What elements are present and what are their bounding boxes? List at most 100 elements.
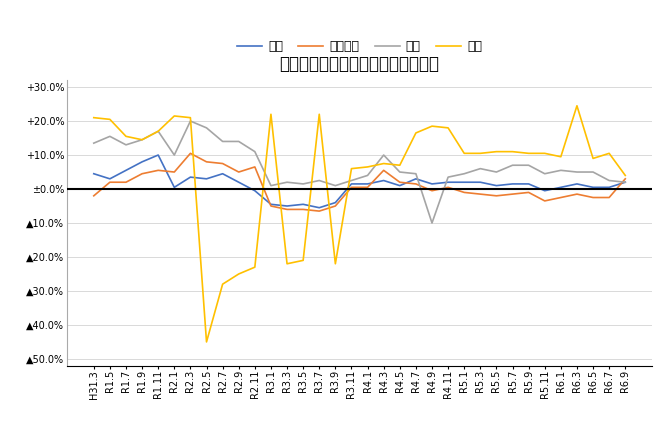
家庭内食 <box>251 164 259 169</box>
外食 <box>428 124 436 129</box>
外食 <box>299 258 307 263</box>
合計 <box>621 180 629 185</box>
合計 <box>589 185 597 190</box>
中食 <box>364 173 372 178</box>
中食 <box>525 162 533 168</box>
外食 <box>364 164 372 169</box>
中食 <box>202 125 210 131</box>
合計 <box>267 202 275 207</box>
外食 <box>122 134 130 139</box>
家庭内食 <box>154 168 162 173</box>
合計 <box>186 174 194 180</box>
外食 <box>396 162 404 168</box>
中食 <box>331 183 339 188</box>
合計 <box>347 181 355 186</box>
中食 <box>106 134 114 139</box>
家庭内食 <box>460 190 468 195</box>
中食 <box>235 139 243 144</box>
家庭内食 <box>267 203 275 209</box>
合計 <box>138 159 146 165</box>
中食 <box>605 178 613 183</box>
家庭内食 <box>331 203 339 209</box>
家庭内食 <box>138 171 146 177</box>
合計 <box>444 180 452 185</box>
外食 <box>106 117 114 122</box>
外食 <box>460 151 468 156</box>
家庭内食 <box>90 193 98 198</box>
中食 <box>170 153 178 158</box>
合計 <box>493 183 501 188</box>
家庭内食 <box>525 190 533 195</box>
家庭内食 <box>170 169 178 175</box>
中食 <box>541 171 549 177</box>
家庭内食 <box>493 193 501 198</box>
中食 <box>557 168 565 173</box>
合計 <box>476 180 485 185</box>
外食 <box>186 115 194 120</box>
中食 <box>267 183 275 188</box>
家庭内食 <box>299 207 307 212</box>
家庭内食 <box>589 195 597 200</box>
中食 <box>122 142 130 148</box>
合計 <box>251 188 259 194</box>
外食 <box>283 261 291 266</box>
合計 <box>412 176 420 182</box>
家庭内食 <box>283 207 291 212</box>
家庭内食 <box>380 168 388 173</box>
家庭内食 <box>605 195 613 200</box>
中食 <box>573 169 581 175</box>
家庭内食 <box>476 191 485 197</box>
中食 <box>251 149 259 154</box>
外食 <box>380 161 388 166</box>
外食 <box>267 112 275 117</box>
Line: 外食: 外食 <box>94 106 625 342</box>
中食 <box>589 169 597 175</box>
合計 <box>170 185 178 190</box>
合計 <box>428 181 436 186</box>
外食 <box>138 137 146 142</box>
家庭内食 <box>106 180 114 185</box>
合計 <box>235 180 243 185</box>
外食 <box>315 112 323 117</box>
中食 <box>380 153 388 158</box>
中食 <box>509 162 517 168</box>
外食 <box>202 339 210 345</box>
家庭内食 <box>541 198 549 203</box>
中食 <box>444 174 452 180</box>
合計 <box>331 200 339 205</box>
合計 <box>525 181 533 186</box>
中食 <box>396 169 404 175</box>
外食 <box>476 151 485 156</box>
家庭内食 <box>557 195 565 200</box>
中食 <box>347 178 355 183</box>
中食 <box>154 128 162 134</box>
家庭内食 <box>621 176 629 182</box>
中食 <box>621 180 629 185</box>
中食 <box>138 137 146 142</box>
外食 <box>557 154 565 159</box>
外食 <box>235 271 243 277</box>
Line: 合計: 合計 <box>94 155 625 208</box>
家庭内食 <box>573 191 581 197</box>
合計 <box>557 185 565 190</box>
家庭内食 <box>412 181 420 186</box>
家庭内食 <box>235 169 243 175</box>
中食 <box>476 166 485 171</box>
合計 <box>202 176 210 182</box>
中食 <box>493 169 501 175</box>
Line: 家庭内食: 家庭内食 <box>94 153 625 211</box>
合計 <box>396 183 404 188</box>
中食 <box>186 118 194 124</box>
家庭内食 <box>444 185 452 190</box>
家庭内食 <box>364 185 372 190</box>
合計 <box>299 202 307 207</box>
合計 <box>541 188 549 194</box>
家庭内食 <box>218 161 226 166</box>
合計 <box>283 203 291 209</box>
中食 <box>315 178 323 183</box>
合計 <box>509 181 517 186</box>
Line: 中食: 中食 <box>94 121 625 223</box>
合計 <box>122 168 130 173</box>
外食 <box>154 128 162 134</box>
家庭内食 <box>315 208 323 214</box>
